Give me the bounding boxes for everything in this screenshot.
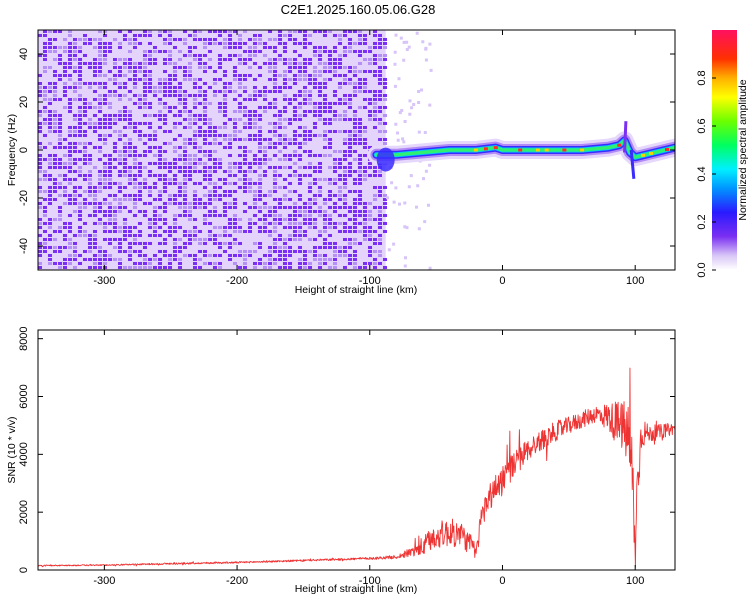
snr-frame [37, 329, 676, 571]
snr-x-label: Height of straight line (km) [295, 583, 418, 595]
signal-peak-cell [473, 148, 478, 152]
spectrogram-x-label: Height of straight line (km) [295, 284, 418, 296]
colorbar-axis: 0.0 0.2 0.4 0.6 0.8 [696, 70, 716, 278]
snr-x-tick-label: -100 [359, 575, 381, 587]
spectrogram-y-axis: -40 -20 0 20 40 [18, 48, 675, 254]
colorbar-tick-label: 0.0 [696, 262, 708, 277]
snr-x-tick-label: -200 [226, 575, 248, 587]
signal-peak-cell [493, 146, 498, 150]
snr-x-axis: -300 -200 -100 0 100 [93, 330, 644, 587]
spectrogram-y-tick-label: -20 [18, 190, 30, 206]
signal-spike-down [629, 149, 636, 179]
snr-y-tick-label: 0 [18, 567, 30, 573]
signal-band-green [374, 138, 675, 159]
signal-peak-cell [617, 143, 622, 147]
spectrogram-x-tick-label: 0 [499, 275, 505, 287]
spectrogram-x-axis: -300 -200 -100 0 100 [93, 30, 644, 287]
spectrogram-x-tick-label: 100 [626, 275, 644, 287]
snr-x-tick-label: 100 [626, 575, 644, 587]
snr-plot-area [38, 330, 675, 570]
snr-series-line [38, 367, 675, 568]
spectrogram-y-tick-label: 20 [18, 96, 30, 108]
spectrogram-y-tick-label: -40 [18, 238, 30, 254]
colorbar-tick-label: 0.2 [696, 214, 708, 229]
snr-y-tick-label: 8000 [18, 326, 30, 350]
signal-peak-cell [580, 148, 585, 152]
signal-peak-cell [535, 148, 540, 152]
colorbar: 0.0 0.2 0.4 0.6 0.8 Normalized spectral ampl… [696, 30, 749, 278]
spectrogram-y-tick-label: 0 [18, 147, 30, 153]
snr-y-label: SNR (10 * v/v) [6, 416, 18, 483]
spectrogram-y-label: Frequency (Hz) [6, 114, 18, 186]
colorbar-tick-label: 0.8 [696, 70, 708, 85]
spectrogram-x-tick-label: -100 [359, 275, 381, 287]
colorbar-tick-label: 0.6 [696, 118, 708, 133]
signal-onset-blob [376, 147, 395, 172]
colorbar-tick-label: 0.4 [696, 166, 708, 181]
spectrogram-noise-layer [38, 30, 434, 270]
colorbar-scale [712, 30, 737, 270]
spectrogram-y-tick-label: 40 [18, 48, 30, 60]
snr-y-tick-label: 4000 [18, 442, 30, 466]
chart-title: C2E1.2025.160.05.06.G28 [281, 2, 436, 17]
spectrogram-signal-layer [367, 121, 675, 179]
signal-peak-cell [665, 148, 669, 151]
signal-peak-cell [649, 151, 654, 155]
signal-spike-up [623, 121, 628, 153]
noise-speckle-fringe [385, 31, 434, 270]
snr-y-tick-label: 6000 [18, 384, 30, 408]
snr-x-tick-label: 0 [499, 575, 505, 587]
snr-y-axis: 0 2000 4000 6000 8000 [18, 326, 675, 573]
snr-y-tick-label: 2000 [18, 500, 30, 524]
signal-peak-cell [562, 148, 567, 152]
spectrogram-x-tick-label: -300 [93, 275, 115, 287]
spectrogram-x-tick-label: -200 [226, 275, 248, 287]
signal-peak-cell [641, 153, 646, 157]
signal-peak-cell [518, 148, 523, 152]
colorbar-label: Normalized spectral amplitude [737, 79, 749, 220]
signal-peak-cell [544, 148, 549, 152]
snr-x-tick-label: -300 [93, 575, 115, 587]
signal-peak-cell [483, 147, 488, 151]
